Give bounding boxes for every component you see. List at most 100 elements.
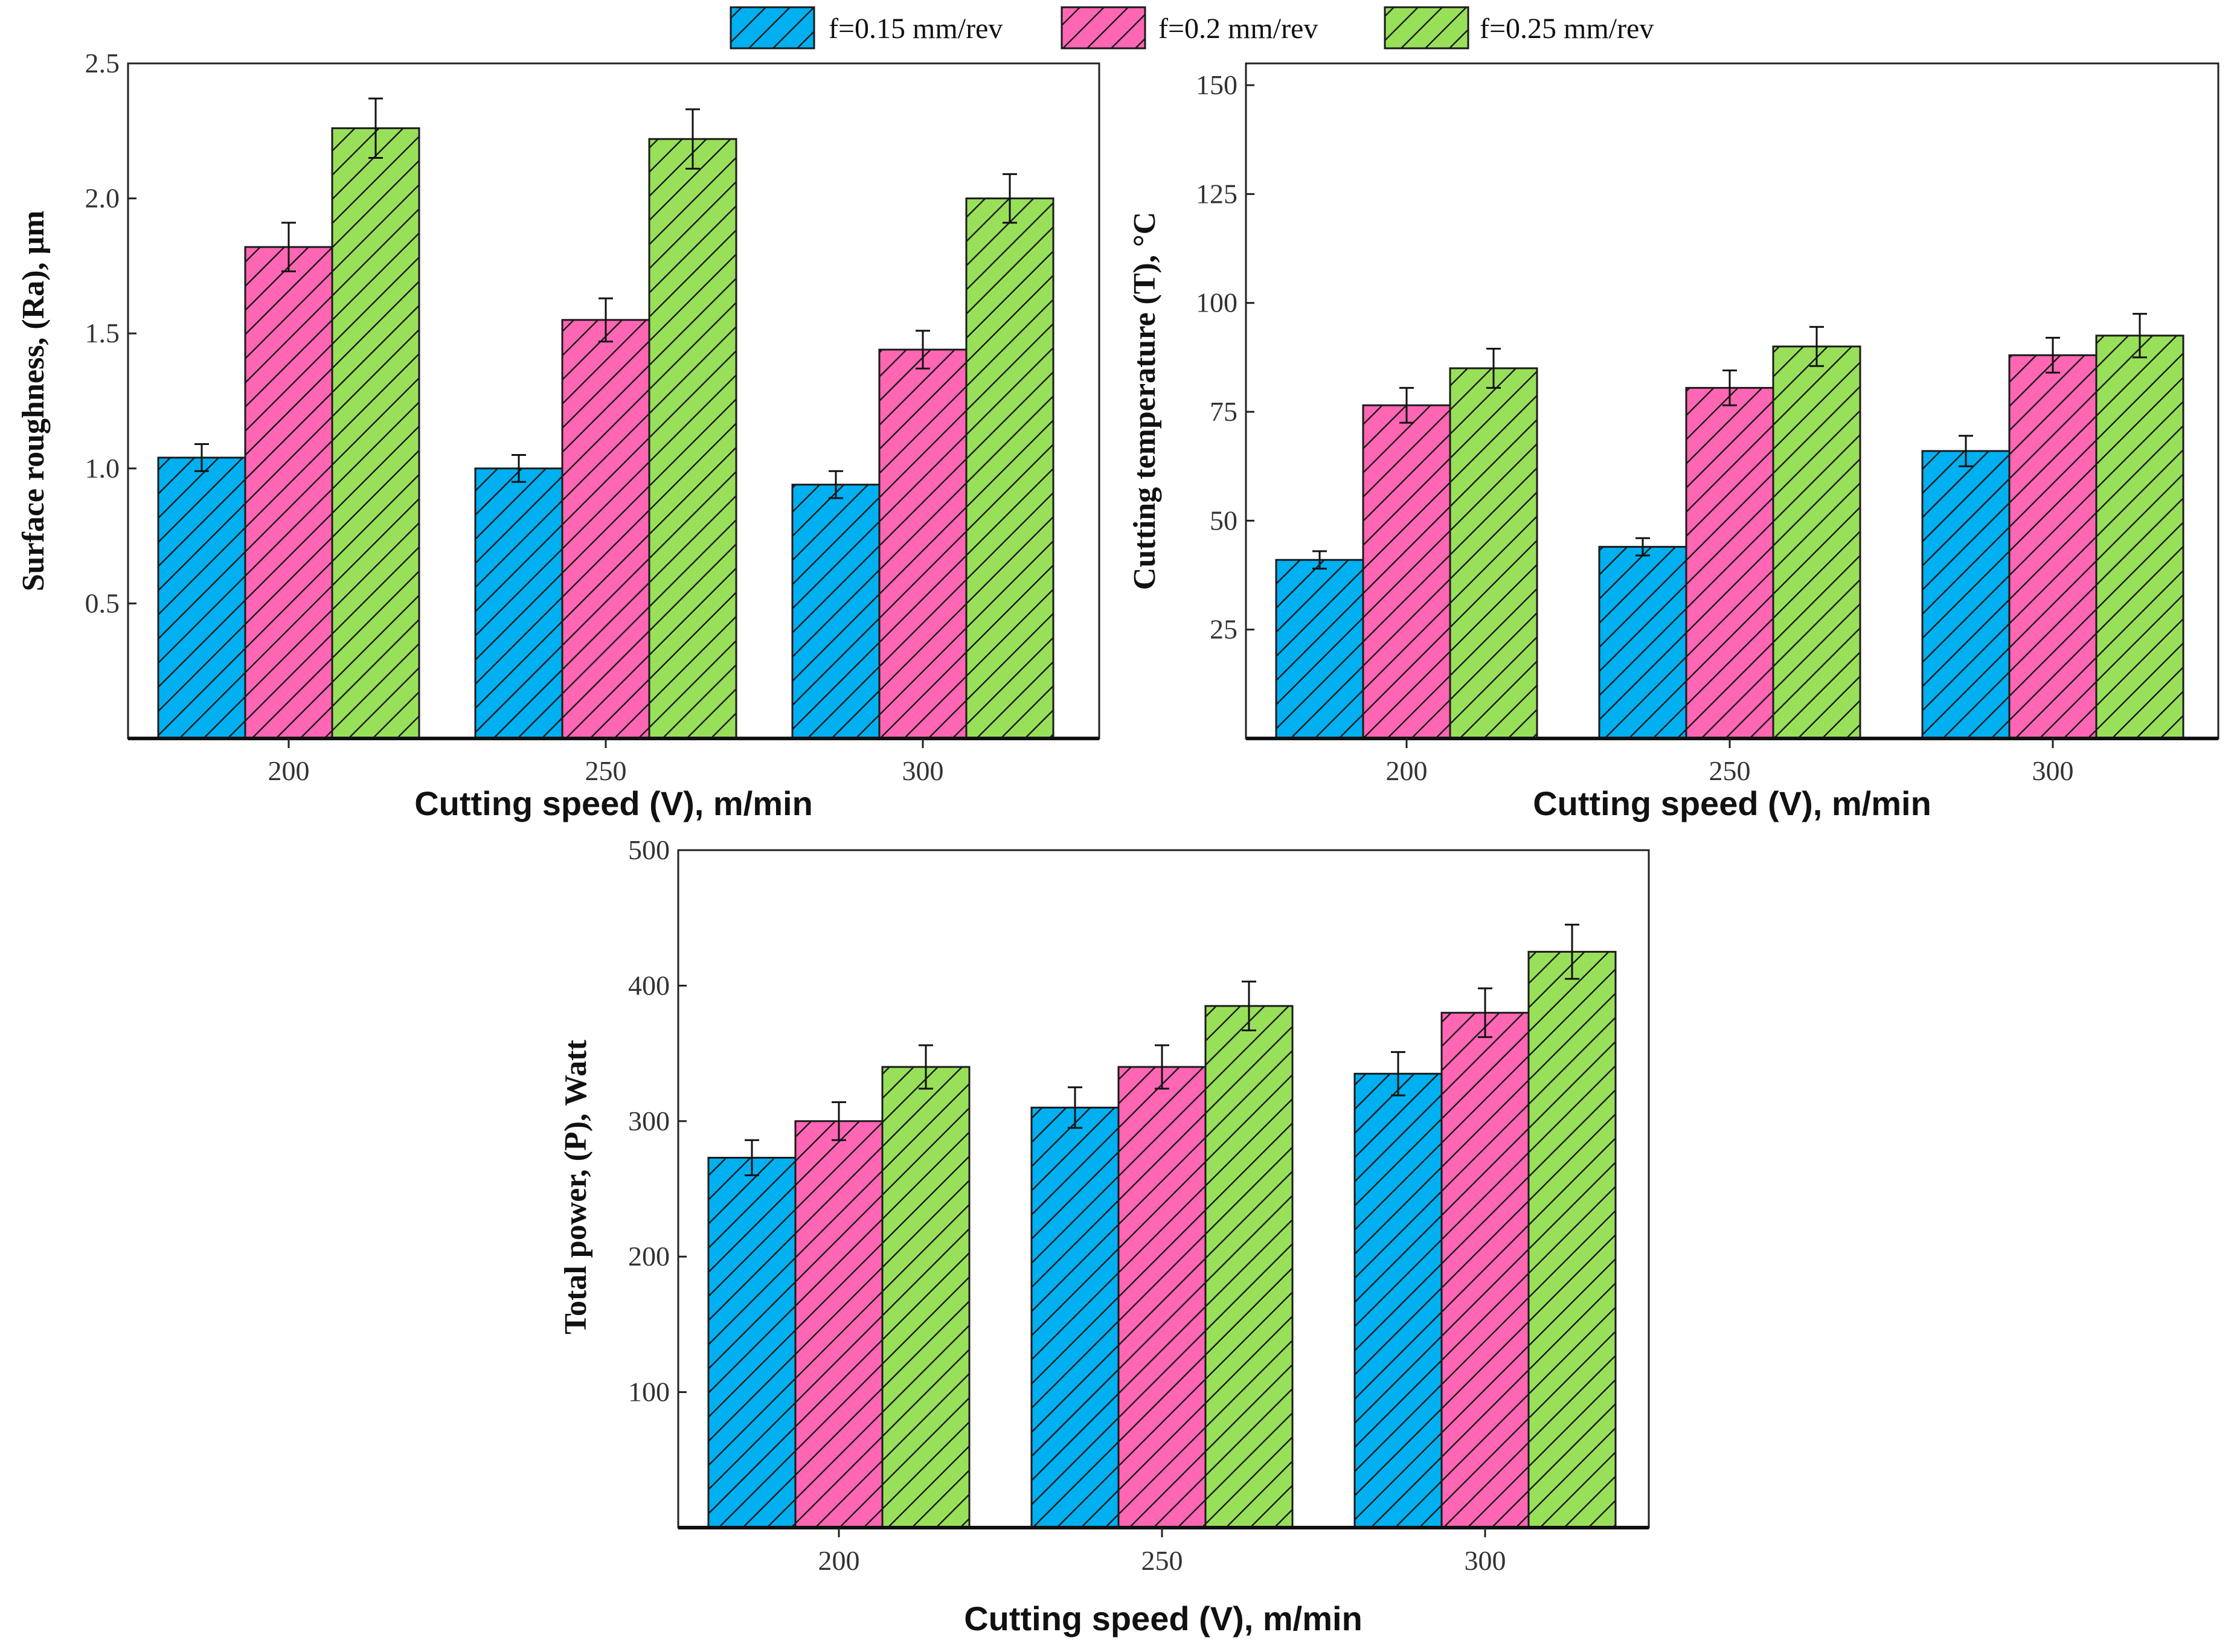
chart-total-power: 100 200 300 400 500 200 250 300 Total power, (… xyxy=(559,834,1650,1638)
chart-cutting-temperature-y-tick-label-5: 150 xyxy=(1196,69,1237,100)
chart-cutting-temperature-error-bar-200-s1 xyxy=(1399,386,1414,424)
chart-surface-roughness-error-bar-250-s1 xyxy=(599,297,613,343)
chart-total-power-bar-300-s0 xyxy=(1353,1072,1443,1529)
chart-total-power-error-bar-300-s0 xyxy=(1391,1051,1405,1097)
chart-total-power-error-bar-250-s2 xyxy=(1242,981,1256,1031)
chart-total-power-x-ticks: 200 250 300 xyxy=(818,1528,1506,1576)
chart-surface-roughness-bar-250-s2 xyxy=(648,138,737,740)
chart-total-power-error-bar-200-s1 xyxy=(832,1101,846,1141)
legend-item-f02: f=0.2 mm/rev xyxy=(1061,6,1318,50)
chart-cutting-temperature-x-tick-label-1: 250 xyxy=(1709,755,1751,786)
chart-cutting-temperature-bar-300-s1 xyxy=(2008,354,2098,740)
chart-cutting-temperature-error-bar-300-s2 xyxy=(2133,313,2147,359)
chart-total-power-y-ticks: 100 200 300 400 500 xyxy=(628,834,687,1407)
chart-surface-roughness-error-bar-200-s0 xyxy=(194,443,209,472)
chart-cutting-temperature-bars xyxy=(1275,313,2184,740)
chart-total-power-y-title: Total power, (P), Watt xyxy=(559,1039,593,1334)
chart-surface-roughness-x-tick-label-0: 200 xyxy=(268,755,310,786)
chart-surface-roughness-error-bar-250-s0 xyxy=(512,453,526,483)
chart-total-power-error-bar-200-s2 xyxy=(919,1044,933,1090)
chart-cutting-temperature-bar-300-s2 xyxy=(2095,335,2184,740)
chart-surface-roughness: 0.5 1.0 1.5 2.0 2.5 200 250 300 Surface roughn… xyxy=(16,48,1100,822)
chart-surface-roughness-y-tick-label-0: 0.5 xyxy=(85,587,120,618)
chart-surface-roughness-error-bar-300-s0 xyxy=(829,470,843,499)
chart-cutting-temperature-error-bar-200-s0 xyxy=(1312,550,1327,570)
chart-cutting-temperature-bar-300-s0 xyxy=(1921,450,2011,740)
chart-total-power-y-tick-label-1: 200 xyxy=(628,1241,670,1272)
chart-surface-roughness-x-tick-label-1: 250 xyxy=(585,755,627,786)
chart-cutting-temperature-y-title: Cutting temperature (T), °C xyxy=(1128,212,1162,590)
chart-total-power-y-tick-label-0: 100 xyxy=(628,1377,670,1407)
chart-cutting-temperature-error-bar-250-s1 xyxy=(1722,370,1737,406)
chart-surface-roughness-bar-300-s2 xyxy=(965,197,1054,740)
chart-cutting-temperature-bar-250-s2 xyxy=(1772,345,1861,740)
chart-cutting-temperature-y-tick-label-4: 125 xyxy=(1196,178,1237,209)
chart-cutting-temperature-bar-250-s0 xyxy=(1598,546,1687,740)
chart-cutting-temperature-error-bar-300-s1 xyxy=(2046,336,2060,374)
chart-total-power-bar-300-s1 xyxy=(1440,1011,1530,1529)
chart-total-power-error-bar-200-s0 xyxy=(745,1139,759,1177)
legend-label-f02: f=0.2 mm/rev xyxy=(1158,13,1318,45)
chart-cutting-temperature-y-tick-label-2: 75 xyxy=(1210,396,1237,427)
chart-total-power-bars xyxy=(707,923,1617,1529)
chart-total-power-x-tick-label-1: 250 xyxy=(1141,1545,1183,1576)
chart-total-power-bar-250-s2 xyxy=(1204,1005,1294,1529)
chart-total-power-bar-200-s1 xyxy=(794,1120,884,1529)
chart-surface-roughness-bar-200-s2 xyxy=(331,127,420,740)
chart-surface-roughness-x-ticks: 200 250 300 xyxy=(268,738,944,786)
chart-cutting-temperature-error-bar-200-s2 xyxy=(1486,347,1501,389)
chart-cutting-temperature-bar-250-s1 xyxy=(1685,386,1774,740)
chart-surface-roughness-y-tick-label-1: 1.0 xyxy=(85,453,120,484)
legend-swatch-f02 xyxy=(1061,6,1146,50)
legend: f=0.15 mm/rev f=0.2 mm/rev f=0.25 mm/rev xyxy=(730,6,1654,50)
chart-cutting-temperature-bar-200-s0 xyxy=(1275,559,1364,740)
chart-cutting-temperature-error-bar-250-s0 xyxy=(1635,537,1650,557)
legend-swatch-f025 xyxy=(1384,6,1469,50)
chart-cutting-temperature: 25 50 75 100 125 150 200 250 300 Cutting temper… xyxy=(1128,62,2220,822)
chart-surface-roughness-bar-200-s1 xyxy=(244,246,333,740)
chart-surface-roughness-error-bar-200-s2 xyxy=(368,97,383,159)
legend-label-f015: f=0.15 mm/rev xyxy=(829,13,1003,45)
chart-surface-roughness-bar-200-s0 xyxy=(157,456,246,740)
chart-cutting-temperature-x-title: Cutting speed (V), m/min xyxy=(1533,784,1931,822)
chart-cutting-temperature-bar-200-s1 xyxy=(1362,404,1451,740)
chart-surface-roughness-error-bar-300-s1 xyxy=(916,330,930,370)
chart-cutting-temperature-error-bar-250-s2 xyxy=(1809,325,1824,367)
chart-cutting-temperature-y-tick-label-1: 50 xyxy=(1210,505,1237,536)
chart-total-power-error-bar-250-s1 xyxy=(1155,1044,1169,1090)
chart-cutting-temperature-y-tick-label-0: 25 xyxy=(1210,614,1237,645)
chart-surface-roughness-x-tick-label-2: 300 xyxy=(902,755,944,786)
chart-total-power-y-tick-label-4: 500 xyxy=(628,834,670,865)
chart-cutting-temperature-x-ticks: 200 250 300 xyxy=(1386,738,2074,786)
chart-surface-roughness-error-bar-250-s2 xyxy=(685,108,700,170)
chart-total-power-x-tick-label-2: 300 xyxy=(1465,1545,1506,1576)
chart-total-power-x-tick-label-0: 200 xyxy=(818,1545,860,1576)
chart-total-power-bar-300-s2 xyxy=(1527,950,1617,1529)
chart-surface-roughness-y-tick-label-4: 2.5 xyxy=(85,48,120,78)
chart-surface-roughness-x-title: Cutting speed (V), m/min xyxy=(414,784,813,822)
chart-total-power-error-bar-300-s2 xyxy=(1565,923,1579,980)
chart-surface-roughness-y-ticks: 0.5 1.0 1.5 2.0 2.5 xyxy=(85,48,136,618)
chart-surface-roughness-y-tick-label-2: 1.5 xyxy=(85,318,120,348)
legend-label-f025: f=0.25 mm/rev xyxy=(1480,13,1654,45)
legend-item-f015: f=0.15 mm/rev xyxy=(730,6,1003,50)
legend-swatch-f015 xyxy=(730,6,815,50)
chart-total-power-bar-250-s1 xyxy=(1117,1066,1207,1529)
chart-total-power-bar-250-s0 xyxy=(1030,1106,1120,1529)
chart-total-power-y-tick-label-3: 400 xyxy=(628,970,670,1000)
legend-item-f025: f=0.25 mm/rev xyxy=(1384,6,1654,50)
chart-surface-roughness-bar-250-s1 xyxy=(561,319,650,740)
chart-total-power-x-title: Cutting speed (V), m/min xyxy=(964,1599,1363,1638)
chart-surface-roughness-y-tick-label-3: 2.0 xyxy=(85,183,120,214)
chart-total-power-y-tick-label-2: 300 xyxy=(628,1106,670,1136)
chart-surface-roughness-bar-300-s0 xyxy=(791,484,881,740)
chart-total-power-error-bar-250-s0 xyxy=(1068,1086,1082,1129)
chart-surface-roughness-y-title: Surface roughness, (Ra), μm xyxy=(16,211,51,592)
chart-cutting-temperature-bar-200-s2 xyxy=(1449,367,1538,740)
chart-total-power-bar-200-s0 xyxy=(707,1156,797,1529)
chart-surface-roughness-bars xyxy=(157,97,1054,740)
chart-surface-roughness-bar-300-s1 xyxy=(878,348,968,740)
chart-total-power-error-bar-300-s1 xyxy=(1478,987,1492,1039)
chart-cutting-temperature-x-tick-label-0: 200 xyxy=(1386,755,1428,786)
